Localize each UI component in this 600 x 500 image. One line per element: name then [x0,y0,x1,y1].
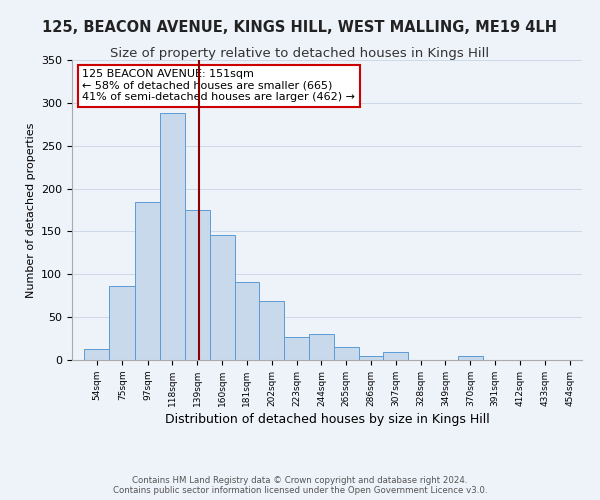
Bar [185,210,209,360]
Bar [259,301,284,360]
Bar [135,202,160,360]
Bar [334,347,359,360]
Bar [359,356,383,360]
Text: 125 BEACON AVENUE: 151sqm
← 58% of detached houses are smaller (665)
41% of semi: 125 BEACON AVENUE: 151sqm ← 58% of detac… [82,69,355,102]
Bar [383,352,408,360]
Bar [235,282,259,360]
X-axis label: Distribution of detached houses by size in Kings Hill: Distribution of detached houses by size … [164,413,490,426]
Bar [284,337,309,360]
Bar [109,286,135,360]
Text: 125, BEACON AVENUE, KINGS HILL, WEST MALLING, ME19 4LH: 125, BEACON AVENUE, KINGS HILL, WEST MAL… [43,20,557,35]
Text: Size of property relative to detached houses in Kings Hill: Size of property relative to detached ho… [110,48,490,60]
Bar [458,356,483,360]
Bar [160,113,185,360]
Y-axis label: Number of detached properties: Number of detached properties [26,122,35,298]
Bar [309,334,334,360]
Bar [85,349,109,360]
Text: Contains HM Land Registry data © Crown copyright and database right 2024.
Contai: Contains HM Land Registry data © Crown c… [113,476,487,495]
Bar [209,235,235,360]
